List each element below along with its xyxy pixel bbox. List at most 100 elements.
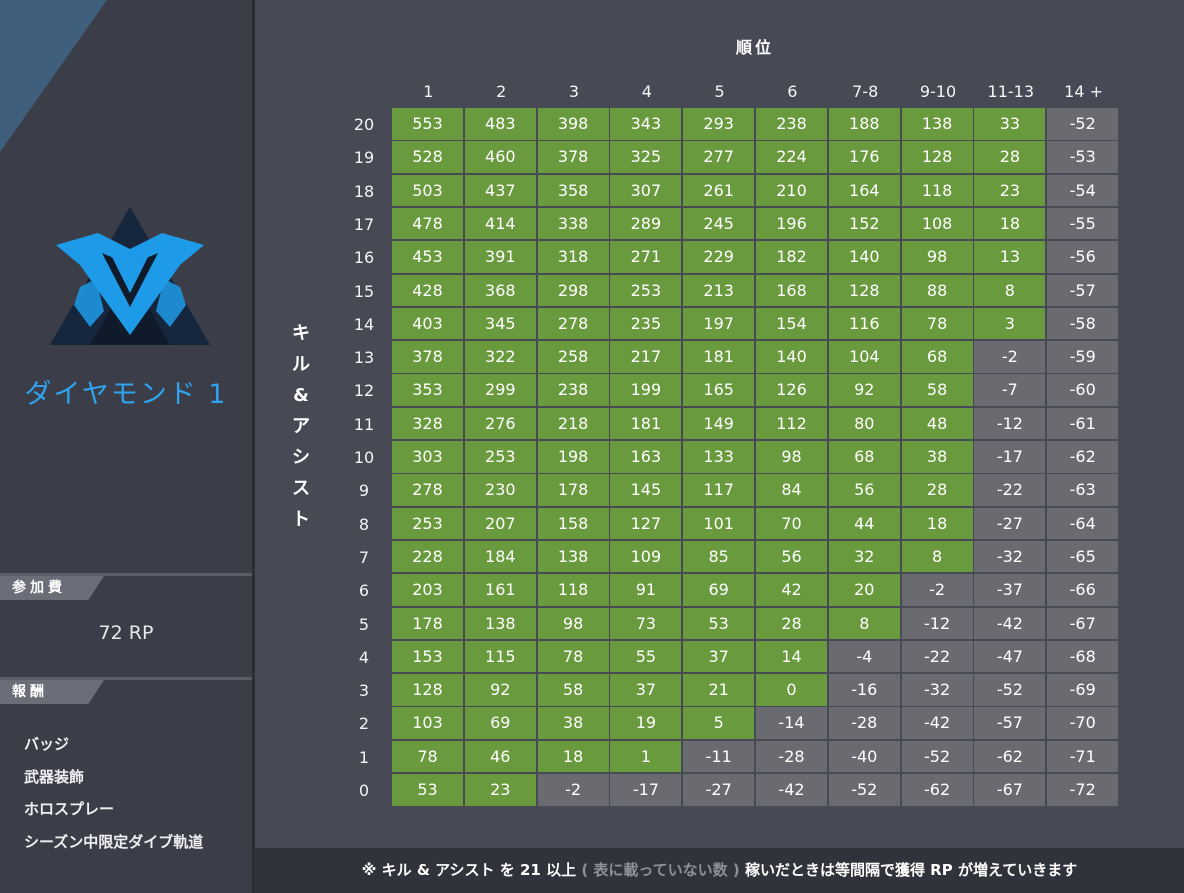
table-cell: -32 xyxy=(974,540,1046,573)
table-cell: -68 xyxy=(1047,640,1119,673)
table-cell: 28 xyxy=(974,141,1046,173)
table-cell: 138 xyxy=(901,108,973,140)
table-cell: 38 xyxy=(901,441,973,473)
table-cell: 328 xyxy=(392,407,463,440)
table-cell: 117 xyxy=(683,474,755,506)
table-cell: 230 xyxy=(464,474,536,506)
table-cell: 164 xyxy=(828,174,900,207)
table-cell: 18 xyxy=(537,740,609,773)
table-cell: 207 xyxy=(464,507,536,540)
table-cell: 98 xyxy=(537,607,609,639)
table-cell: -42 xyxy=(756,774,827,806)
footer-text-tail: 稼いだときは等間隔で獲得 RP が増えていきます xyxy=(744,861,1078,879)
table-cell: -62 xyxy=(901,774,973,806)
table-cell: 37 xyxy=(683,640,755,673)
table-cell: -61 xyxy=(1047,407,1119,440)
table-cell: 44 xyxy=(828,507,900,540)
column-header: 5 xyxy=(714,82,725,101)
row-header: 5 xyxy=(358,614,370,634)
table-cell: 176 xyxy=(828,141,900,173)
table-cell: 528 xyxy=(392,141,463,173)
table-cell: 149 xyxy=(683,407,755,440)
table-cell: 253 xyxy=(464,441,536,473)
table-cell: 178 xyxy=(392,607,463,639)
table-cell: -2 xyxy=(537,774,609,806)
rank-name: ダイヤモンド 1 xyxy=(24,379,228,410)
table-cell: 14 xyxy=(756,640,827,673)
table-cell: 42 xyxy=(756,574,827,606)
row-header: 18 xyxy=(353,181,375,201)
table-cell: -42 xyxy=(974,607,1046,639)
table-cell: 253 xyxy=(610,274,682,306)
table-cell: -40 xyxy=(828,740,900,773)
table-cell: -62 xyxy=(1047,441,1119,473)
table-cell: 478 xyxy=(392,207,463,240)
table-cell: -55 xyxy=(1047,207,1119,240)
column-header: 14 + xyxy=(1064,82,1104,101)
row-header: 19 xyxy=(353,148,375,168)
table-cell: 118 xyxy=(537,574,609,606)
table-cell: 128 xyxy=(901,141,973,173)
table-cell: 38 xyxy=(537,707,609,739)
table-cell: 213 xyxy=(683,274,755,306)
column-header: 6 xyxy=(787,82,798,101)
table-cell: -4 xyxy=(828,640,900,673)
row-header: 4 xyxy=(358,647,370,667)
table-cell: -11 xyxy=(683,740,755,773)
table-cell: -22 xyxy=(974,474,1046,506)
column-header: 1 xyxy=(423,82,434,101)
table-cell: 278 xyxy=(537,307,609,340)
row-header: 13 xyxy=(353,348,375,368)
table-cell: 145 xyxy=(610,474,682,506)
table-cell: -58 xyxy=(1047,307,1119,340)
table-cell: -52 xyxy=(828,774,900,806)
table-cell: 299 xyxy=(464,374,536,406)
row-header: 9 xyxy=(358,481,370,501)
table-cell: 307 xyxy=(610,174,682,207)
table-cell: -53 xyxy=(1047,141,1119,173)
table-cell: 78 xyxy=(537,640,609,673)
table-cell: 184 xyxy=(464,540,536,573)
row-header: 8 xyxy=(358,514,370,534)
row-header: 20 xyxy=(353,115,375,134)
table-cell: -22 xyxy=(901,640,973,673)
table-cell: 199 xyxy=(610,374,682,406)
reward-item: シーズン中限定ダイブ軌道 xyxy=(24,832,204,851)
table-cell: 238 xyxy=(537,374,609,406)
table-cell: 298 xyxy=(537,274,609,306)
table-cell: 56 xyxy=(828,474,900,506)
footer-text-main: ※ キル & アシスト を 21 以上 xyxy=(361,861,577,879)
table-cell: 58 xyxy=(537,674,609,706)
table-cell: 303 xyxy=(392,441,463,473)
axis-title-char: キ xyxy=(292,323,310,344)
table-cell: 271 xyxy=(610,241,682,273)
table-cell: 28 xyxy=(901,474,973,506)
table-cell: 8 xyxy=(828,607,900,639)
axis-title-char: ル xyxy=(292,354,310,375)
table-cell: 378 xyxy=(392,341,463,373)
table-cell: 391 xyxy=(464,241,536,273)
fee-label: 参加費 xyxy=(0,576,104,600)
table-cell: 238 xyxy=(756,108,827,140)
table-cell: 168 xyxy=(756,274,827,306)
column-header: 9-10 xyxy=(919,82,957,101)
diamond-rank-emblem-icon xyxy=(50,207,210,345)
table-cell: -12 xyxy=(901,607,973,639)
table-cell: -16 xyxy=(828,674,900,706)
row-header: 1 xyxy=(358,747,370,767)
table-cell: 437 xyxy=(464,174,536,207)
table-cell: -59 xyxy=(1047,341,1119,373)
table-cell: -62 xyxy=(974,740,1046,773)
table-cell: -52 xyxy=(1047,108,1119,140)
table-cell: 103 xyxy=(392,707,463,739)
table-cell: 224 xyxy=(756,141,827,173)
row-header: 0 xyxy=(358,781,370,800)
table-cell: 68 xyxy=(901,341,973,373)
table-cell: -63 xyxy=(1047,474,1119,506)
corner-decoration xyxy=(0,0,107,152)
axis-title-char: & xyxy=(293,385,309,406)
table-cell: 53 xyxy=(392,774,463,806)
table-cell: 0 xyxy=(756,674,827,706)
table-cell: 92 xyxy=(828,374,900,406)
row-header: 6 xyxy=(358,581,370,601)
